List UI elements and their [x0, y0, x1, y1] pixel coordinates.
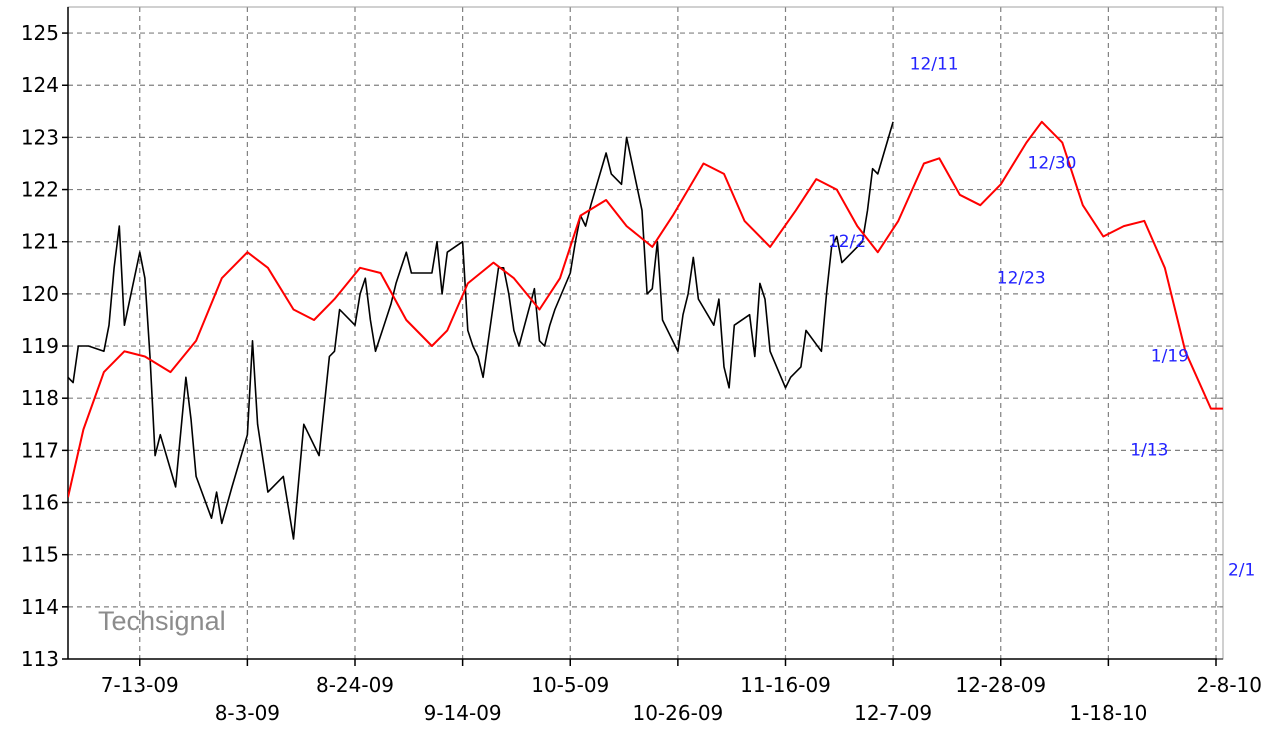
y-tick-label: 115 — [21, 543, 59, 567]
annotation-label: 12/30 — [1028, 154, 1077, 174]
annotation-label: 1/19 — [1151, 347, 1189, 367]
annotation-label: 1/13 — [1130, 441, 1168, 461]
axes: 113 114 115 116 117 118 119 120 121 122 123 124 125 7… — [21, 21, 1262, 725]
y-tick-label: 119 — [21, 334, 59, 358]
y-tick-label: 113 — [21, 647, 59, 671]
annotation-label: 2/1 — [1228, 561, 1255, 581]
y-tick-label: 121 — [21, 230, 59, 254]
x-tick-label: 8-24-09 — [316, 673, 394, 697]
x-tick-label: 10-26-09 — [632, 701, 723, 725]
x-tick-label: 11-16-09 — [740, 673, 831, 697]
y-tick-label: 114 — [21, 595, 59, 619]
watermark: Techsignal — [98, 606, 226, 636]
x-tick-label: 1-18-10 — [1069, 701, 1147, 725]
annotation-label: 12/2 — [828, 232, 866, 252]
plot-background — [68, 7, 1223, 659]
annotation-label: 12/23 — [997, 268, 1046, 288]
y-tick-label: 123 — [21, 125, 59, 149]
y-tick-label: 125 — [21, 21, 59, 45]
y-tick-label: 120 — [21, 282, 59, 306]
x-tick-label: 12-7-09 — [854, 701, 932, 725]
x-tick-label: 12-28-09 — [955, 673, 1046, 697]
series — [68, 120, 1223, 540]
x-tick-label: 7-13-09 — [101, 673, 179, 697]
x-tick-label: 2-8-10 — [1197, 673, 1262, 697]
x-tick-label: 8-3-09 — [215, 701, 280, 725]
x-tick-label: 9-14-09 — [424, 701, 502, 725]
forecast-series-line — [68, 120, 1223, 498]
y-tick-label: 116 — [21, 491, 59, 515]
annotations: 12/11 12/30 12/2 12/23 1/19 1/13 2/1 — [828, 55, 1255, 581]
y-tick-label: 118 — [21, 386, 59, 410]
annotation-label: 12/11 — [910, 55, 959, 75]
y-tick-label: 122 — [21, 178, 59, 202]
x-tick-label: 10-5-09 — [531, 673, 609, 697]
y-tick-label: 124 — [21, 73, 59, 97]
y-tick-label: 117 — [21, 438, 59, 462]
